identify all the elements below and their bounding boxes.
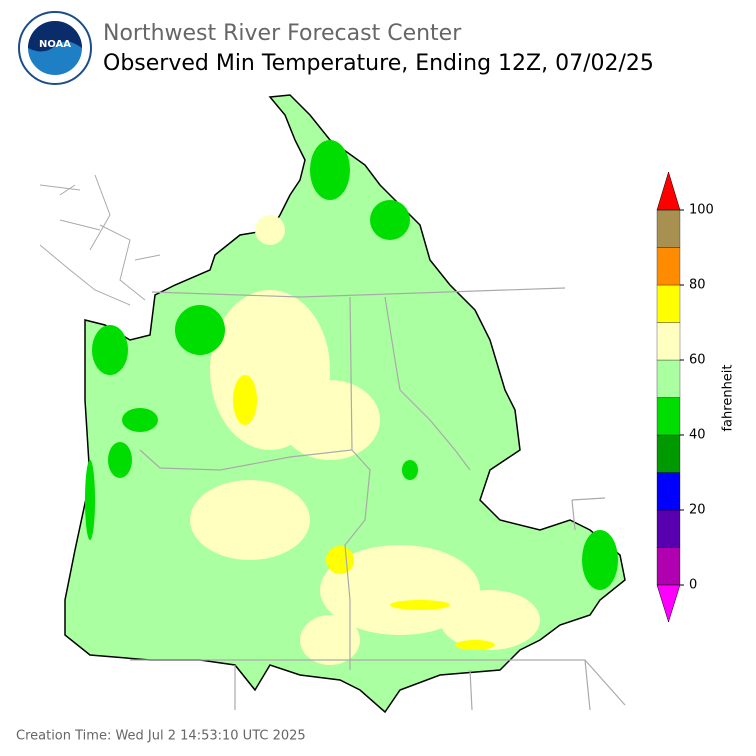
svg-text:NOAA: NOAA [39, 39, 71, 50]
color-bin [656, 359, 681, 398]
map-title: Observed Min Temperature, Ending 12Z, 07… [103, 51, 654, 76]
tick-label: 0 [689, 578, 697, 593]
over-triangle [656, 171, 681, 211]
color-bin [656, 434, 681, 473]
color-bin [656, 322, 681, 361]
color-bin [656, 397, 681, 436]
colorbar: 0 20 40 60 80 100 [656, 171, 714, 623]
tick-label: 100 [689, 203, 714, 218]
color-bin [656, 284, 681, 323]
map [39, 94, 626, 714]
noaa-logo: NOAA [18, 11, 92, 85]
color-bin [656, 509, 681, 548]
color-bin [656, 247, 681, 286]
tick-label: 60 [689, 353, 706, 368]
color-bin [656, 209, 681, 248]
agency-title: Northwest River Forecast Center [103, 21, 462, 46]
color-bin [656, 547, 681, 586]
tick-label: 80 [689, 278, 706, 293]
tick-label: 20 [689, 503, 706, 518]
colorbar-label: fahrenheit [721, 364, 736, 431]
color-bin [656, 472, 681, 511]
under-triangle [656, 584, 681, 623]
creation-time: Creation Time: Wed Jul 2 14:53:10 UTC 20… [16, 729, 306, 744]
tick-label: 40 [689, 428, 706, 443]
